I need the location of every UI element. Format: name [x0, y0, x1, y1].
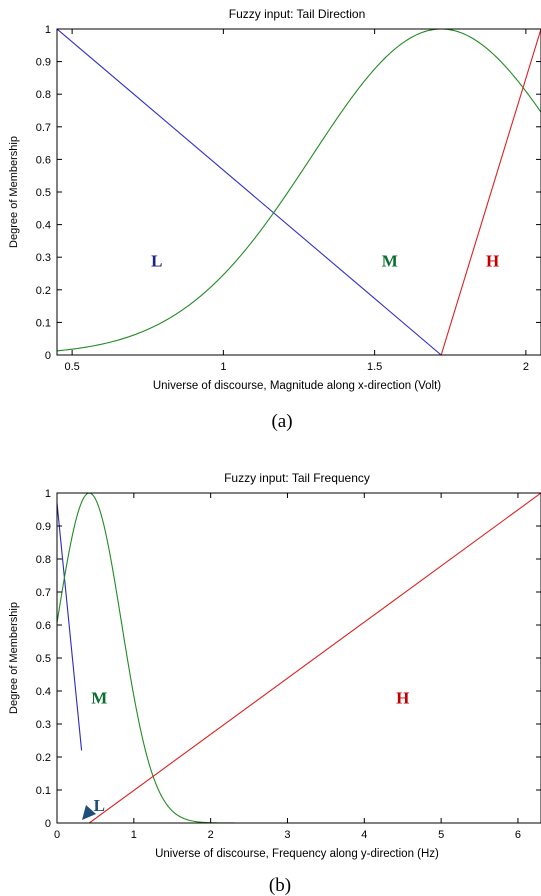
- series-label-l: L: [151, 251, 162, 270]
- y-tick-label: 0.4: [36, 686, 51, 698]
- y-tick-label: 0.6: [36, 620, 51, 632]
- y-tick-label: 0.6: [36, 154, 51, 166]
- y-tick-label: 0.2: [36, 752, 51, 764]
- y-tick-label: 0.7: [36, 122, 51, 134]
- x-tick-label: 1: [220, 361, 226, 373]
- x-tick-label: 4: [361, 829, 367, 841]
- series-label-l: L: [94, 796, 105, 815]
- x-tick-label: 2: [208, 829, 214, 841]
- plot-frame: [56, 28, 541, 356]
- y-tick-label: 0.2: [36, 285, 51, 297]
- series-line-l: [57, 29, 442, 355]
- y-tick-label: 0.3: [36, 252, 51, 264]
- series-line-m: [57, 29, 541, 352]
- y-axis-label: Degree of Membership: [8, 602, 20, 714]
- plot-frame: [56, 492, 541, 824]
- arrow-head: [82, 805, 96, 820]
- y-tick-label: 0.5: [36, 653, 51, 665]
- chart-title: Fuzzy input: Tail Direction: [229, 7, 366, 21]
- y-tick-label: 1: [45, 24, 51, 36]
- y-tick-label: 1: [45, 488, 51, 500]
- membership-curves: [57, 29, 541, 355]
- x-axis-label: Universe of discourse, Frequency along y…: [155, 848, 439, 860]
- x-tick-label: 5: [438, 829, 444, 841]
- y-tick-label: 0.8: [36, 554, 51, 566]
- y-axis-label: Degree of Membership: [8, 136, 20, 248]
- series-label-m: M: [382, 251, 398, 270]
- y-tick-label: 0.1: [36, 785, 51, 797]
- series-line-h: [440, 29, 541, 355]
- tick-marks: [56, 492, 541, 824]
- pointer-arrow: [82, 805, 96, 820]
- membership-curves: [57, 493, 541, 823]
- x-axis-label: Universe of discourse, Magnitude along x…: [153, 380, 441, 392]
- y-tick-label: 0.1: [36, 317, 51, 329]
- series-line-l: [57, 502, 83, 751]
- chart-panel-a: Fuzzy input: Tail Direction 0.5 1 1.5 2 …: [8, 7, 541, 432]
- x-tick-label: 0: [54, 829, 60, 841]
- y-tick-label: 0.9: [36, 57, 51, 69]
- series-labels: L M H: [91, 689, 409, 815]
- y-tick-label: 0.9: [36, 521, 51, 533]
- figure-caption: (b): [269, 875, 291, 896]
- y-tick-label: 0.5: [36, 187, 51, 199]
- x-tick-label: 3: [284, 829, 290, 841]
- tick-marks: [57, 28, 541, 356]
- x-tick-label: 0.5: [64, 361, 79, 373]
- y-tick-label: 0.4: [36, 220, 51, 232]
- x-tick-labels: 0.5 1 1.5 2: [64, 361, 528, 373]
- chart-panel-b: Fuzzy input: Tail Frequency 0 1 2 3 4 5 …: [8, 471, 541, 896]
- series-line-m: [57, 493, 369, 823]
- x-tick-labels: 0 1 2 3 4 5 6: [54, 829, 521, 841]
- series-line-h: [88, 493, 541, 823]
- y-tick-label: 0.7: [36, 587, 51, 599]
- y-tick-label: 0: [45, 350, 51, 362]
- y-tick-labels: 0 0.1 0.2 0.3 0.4 0.5 0.6 0.7 0.8 0.9 1: [36, 24, 51, 362]
- x-tick-label: 1: [131, 829, 137, 841]
- series-label-h: H: [396, 689, 409, 708]
- y-tick-label: 0.3: [36, 719, 51, 731]
- chart-title: Fuzzy input: Tail Frequency: [224, 471, 370, 485]
- figure-caption: (a): [271, 411, 292, 432]
- y-tick-label: 0.8: [36, 89, 51, 101]
- x-tick-label: 2: [523, 361, 529, 373]
- series-label-h: H: [486, 251, 499, 270]
- y-tick-label: 0: [45, 818, 51, 830]
- x-tick-label: 6: [515, 829, 521, 841]
- series-label-m: M: [91, 689, 107, 708]
- x-tick-label: 1.5: [367, 361, 382, 373]
- y-tick-labels: 0 0.1 0.2 0.3 0.4 0.5 0.6 0.7 0.8 0.9 1: [36, 488, 51, 830]
- series-labels: L M H: [151, 251, 499, 270]
